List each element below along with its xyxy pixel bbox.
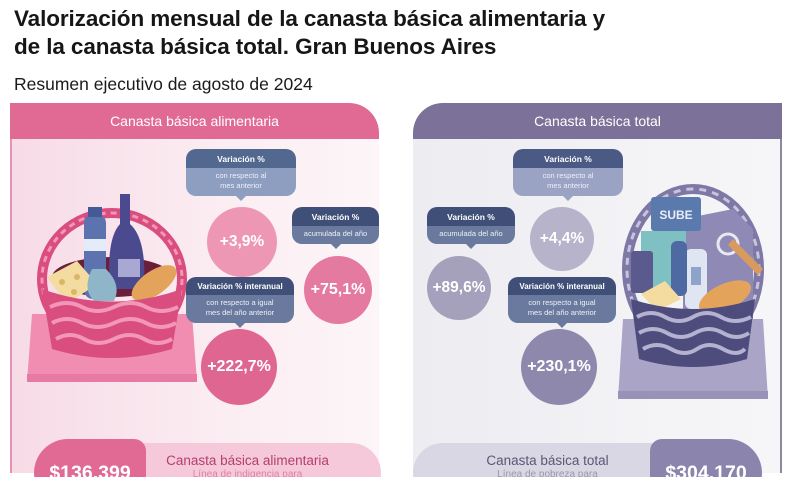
cba-amount-description: Canasta básica alimentaria Línea de indi…: [114, 443, 381, 477]
basket-platform-edge: [618, 391, 768, 399]
cbt-yearly-label-title: Variación % interanual: [508, 277, 616, 295]
cbt-yearly-value: +230,1%: [521, 329, 597, 405]
cbt-accumulated-label-title: Variación %: [427, 207, 515, 226]
cba-amount-sub1: Línea de indigencia para: [192, 469, 303, 477]
cbt-accumulated-label: Variación % acumulada del año: [427, 207, 515, 249]
cba-panel-body: Variación % con respecto al mes anterior…: [10, 139, 381, 477]
food-basket-icon: [27, 194, 197, 382]
cbt-panel: Canasta básica total Variación % acumula…: [413, 103, 782, 477]
cba-monthly-value: +3,9%: [207, 207, 277, 277]
cbt-amount-description: Canasta básica total Línea de pobreza pa…: [413, 443, 682, 477]
cbt-amount-value: $304.170: [650, 439, 762, 477]
cba-yearly-label-title: Variación % interanual: [186, 277, 294, 295]
cba-accumulated-label: Variación % acumulada del año: [292, 207, 379, 249]
cba-monthly-label-sub: con respecto al mes anterior: [186, 168, 296, 196]
cba-amount-value: $136.399: [34, 439, 146, 477]
cbt-panel-body: Variación % acumulada del año +89,6% Var…: [413, 139, 782, 477]
cbt-panel-header: Canasta básica total: [413, 103, 782, 139]
page-title: Valorización mensual de la canasta básic…: [14, 5, 605, 61]
pear: [87, 269, 117, 301]
cba-yearly-label-sub: con respecto a igual mes del año anterio…: [186, 295, 294, 323]
cba-yearly-label: Variación % interanual con respecto a ig…: [186, 277, 294, 328]
bread: [699, 280, 751, 314]
phone: [631, 251, 653, 293]
cbt-accumulated-label-sub: acumulada del año: [427, 226, 515, 244]
title-line-1: Valorización mensual de la canasta básic…: [14, 6, 606, 31]
cbt-amount-row: Canasta básica total Línea de pobreza pa…: [413, 439, 762, 477]
cba-accumulated-label-title: Variación %: [292, 207, 379, 226]
cbt-monthly-value: +4,4%: [530, 207, 594, 271]
cba-amount-row: Canasta básica alimentaria Línea de indi…: [34, 439, 381, 477]
cheese: [641, 281, 681, 311]
cba-yearly-value: +222,7%: [201, 329, 277, 405]
cba-monthly-label-title: Variación %: [186, 149, 296, 168]
cbt-accumulated-value: +89,6%: [427, 256, 491, 320]
cbt-amount-sub1: Línea de pobreza para: [497, 469, 598, 477]
cba-accumulated-label-sub: acumulada del año: [292, 226, 379, 244]
goods-basket-icon: SUBE: [618, 184, 768, 399]
bread: [131, 265, 177, 301]
cba-panel-header: Canasta básica alimentaria: [10, 103, 379, 139]
cba-accumulated-value: +75,1%: [304, 256, 372, 324]
cbt-yearly-label: Variación % interanual con respecto a ig…: [508, 277, 616, 328]
water-bottle: [671, 241, 687, 296]
cba-panel: Canasta básica alimentaria Variación %: [10, 103, 381, 477]
cba-monthly-label: Variación % con respecto al mes anterior: [186, 149, 296, 201]
cbt-monthly-label: Variación % con respecto al mes anterior: [513, 149, 623, 201]
sube-card-text: SUBE: [659, 208, 692, 222]
cbt-monthly-label-title: Variación %: [513, 149, 623, 168]
cba-amount-title: Canasta básica alimentaria: [166, 453, 329, 468]
page-subtitle: Resumen ejecutivo de agosto de 2024: [14, 74, 313, 94]
cbt-monthly-label-sub: con respecto al mes anterior: [513, 168, 623, 196]
cbt-yearly-label-sub: con respecto a igual mes del año anterio…: [508, 295, 616, 323]
basket-platform-edge: [27, 374, 197, 382]
cbt-amount-title: Canasta básica total: [486, 453, 609, 468]
key: [728, 239, 763, 275]
cheese: [47, 261, 97, 304]
sube-card: [651, 197, 701, 231]
title-line-2: de la canasta básica total. Gran Buenos …: [14, 34, 497, 59]
